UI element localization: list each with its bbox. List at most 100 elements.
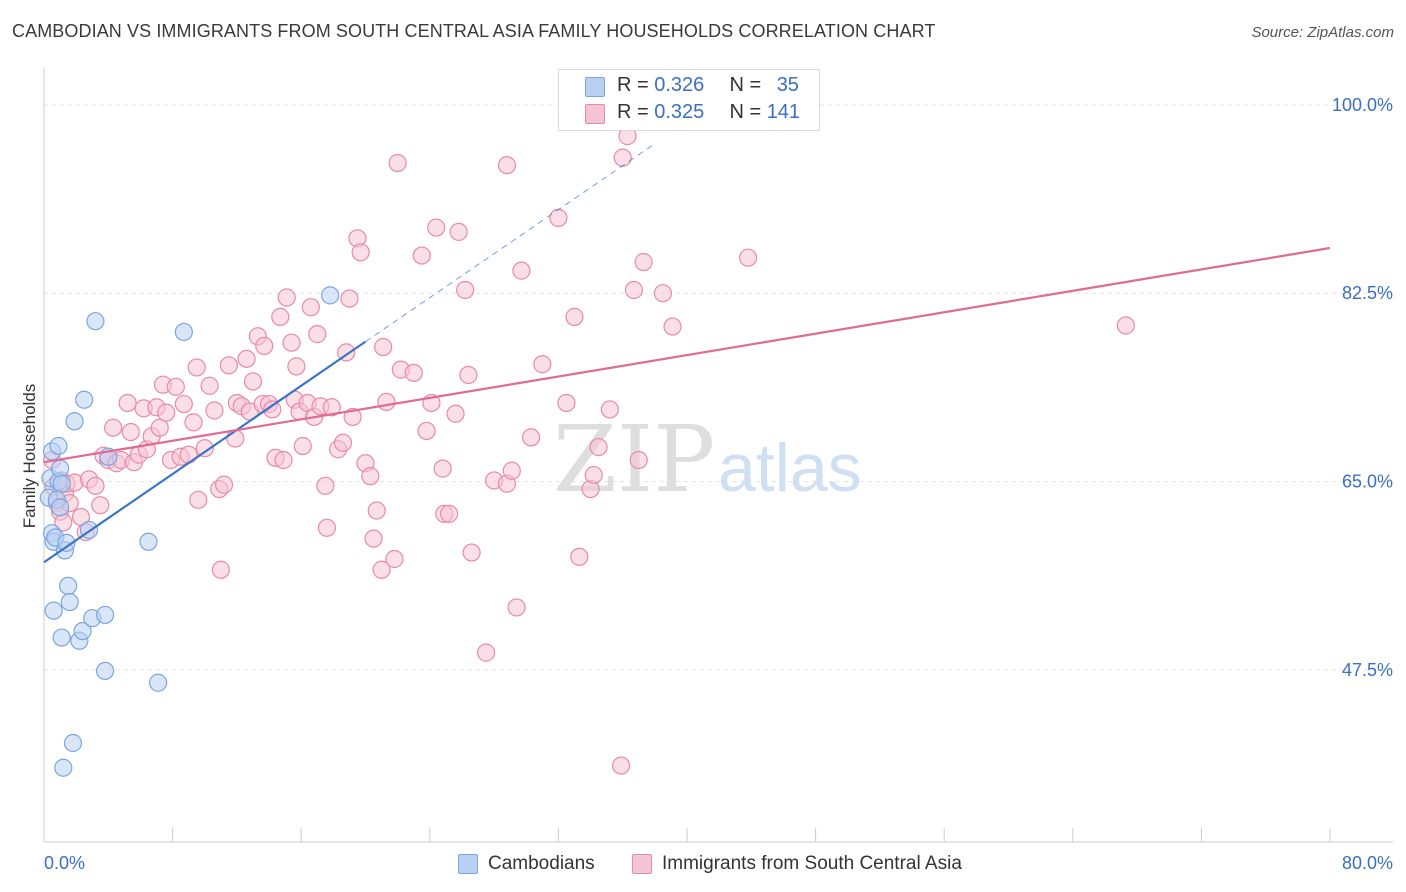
data-point-immigrants [166,377,185,396]
data-point-immigrants [150,418,169,437]
data-point-immigrants [404,363,423,382]
data-point-immigrants [502,461,521,480]
data-point-immigrants [255,336,274,356]
data-point-immigrants [287,357,306,376]
data-point-immigrants [308,325,327,344]
data-point-immigrants [195,439,214,458]
x-tick-label-min: 0.0% [44,853,85,873]
series-blue-points [39,286,340,777]
data-point-immigrants [388,153,407,173]
n-value: 35 [776,74,799,96]
data-point-immigrants [343,407,362,427]
data-point-immigrants [456,280,475,300]
data-point-immigrants [557,393,576,413]
data-point-immigrants [653,284,672,303]
data-point-immigrants [462,543,481,562]
data-point-immigrants [282,333,301,352]
data-point-immigrants [611,756,631,775]
data-point-immigrants [738,248,758,267]
data-point-cambodians [50,459,70,478]
trend-lines [43,143,1331,564]
stats-legend: R = 0.326 N = 35 R = 0.325 N = 141 [558,69,820,131]
data-point-immigrants [187,358,206,377]
data-point-immigrants [1116,316,1135,335]
data-point-immigrants [377,392,396,411]
data-point-immigrants [86,476,105,495]
data-point-immigrants [205,401,224,420]
data-point-immigrants [584,465,603,485]
data-point-immigrants [174,394,193,414]
watermark-atlas: atlas [718,430,862,506]
data-point-immigrants [589,437,608,457]
data-point-immigrants [316,476,335,495]
data-point-cambodians [139,532,158,551]
data-point-immigrants [277,288,296,307]
data-point-immigrants [663,317,682,336]
legend-swatch-blue [458,854,478,874]
data-point-cambodians [50,498,70,517]
y-tick-label: 65.0% [1342,472,1393,492]
data-point-immigrants [433,459,452,478]
data-point-immigrants [322,398,341,417]
data-point-immigrants [512,261,531,280]
data-point-cambodians [75,390,94,409]
data-point-immigrants [340,289,359,308]
data-point-immigrants [179,445,198,464]
data-point-cambodians [52,628,71,647]
r-label: R = [617,101,655,123]
data-point-immigrants [449,222,468,241]
data-point-immigrants [385,549,404,569]
n-label: N = [729,101,767,123]
data-point-immigrants [271,307,290,326]
data-point-immigrants [507,598,526,617]
y-tick-label: 100.0% [1332,95,1393,115]
y-tick-labels: 47.5% 65.0% 82.5% 100.0% [1332,95,1393,680]
r-value: 0.326 [654,74,705,96]
legend-label-immigrants: Immigrants from South Central Asia [662,853,962,874]
data-point-cambodians [321,286,340,305]
y-tick-label: 47.5% [1342,660,1393,680]
data-point-immigrants [118,393,137,413]
x-tick-label-max: 80.0% [1342,853,1393,873]
data-point-immigrants [412,246,431,265]
data-point-immigrants [446,404,465,423]
data-point-cambodians [174,322,193,342]
trend-line-cambodians [43,340,367,564]
data-point-cambodians [57,533,76,552]
data-point-immigrants [565,307,584,326]
chart-title: CAMBODIAN VS IMMIGRANTS FROM SOUTH CENTR… [12,21,936,41]
data-point-immigrants [367,501,386,520]
data-point-immigrants [600,400,619,419]
data-point-immigrants [624,280,644,300]
data-point-immigrants [351,243,370,262]
data-point-cambodians [63,733,83,753]
r-value: 0.325 [654,101,705,123]
r-label: R = [617,74,655,96]
data-point-immigrants [121,422,140,442]
data-point-cambodians [73,621,92,641]
data-point-immigrants [374,337,393,357]
data-point-immigrants [274,450,293,470]
data-point-immigrants [417,421,436,441]
legend-item-immigrants: Immigrants from South Central Asia [632,852,962,876]
data-point-cambodians [95,605,115,625]
data-point-cambodians [59,576,78,595]
data-point-immigrants [497,156,517,175]
data-point-immigrants [549,208,568,227]
data-point-immigrants [570,547,589,566]
data-point-immigrants [237,349,256,368]
data-point-immigrants [184,413,203,432]
data-point-immigrants [476,643,496,662]
data-point-immigrants [521,428,541,447]
data-point-immigrants [104,418,123,437]
data-point-cambodians [54,758,73,777]
y-tick-label: 82.5% [1342,283,1393,303]
n-value: 141 [766,101,801,123]
data-point-immigrants [211,560,230,579]
watermark: ZIP atlas [553,406,862,513]
data-point-immigrants [361,467,380,486]
data-point-immigrants [301,298,320,317]
data-point-cambodians [149,673,168,692]
legend-item-cambodians: Cambodians [458,852,595,876]
